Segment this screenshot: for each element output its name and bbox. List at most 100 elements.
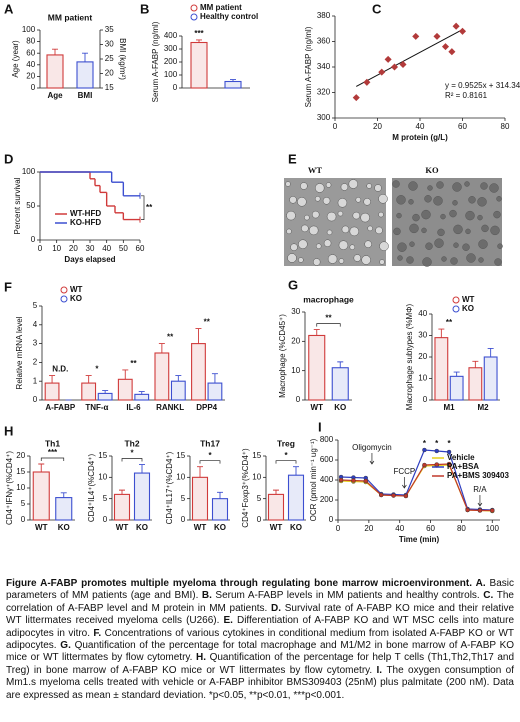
bar xyxy=(308,334,326,401)
cell xyxy=(337,198,348,208)
y-axis-label: Macrophage subtypes (%MΦ) xyxy=(405,303,414,410)
cell xyxy=(304,214,310,221)
x-tick-label: TNF-α xyxy=(85,403,108,412)
y-tick-label: 340 xyxy=(317,62,331,71)
error-bar xyxy=(122,369,129,380)
bar xyxy=(434,337,449,401)
ocr-point xyxy=(363,478,368,484)
image-label: WT xyxy=(308,165,323,175)
y-axis-label: CD4⁺Foxp3⁺(%CD4⁺) xyxy=(241,448,250,528)
y-tick-label: 0 xyxy=(31,83,36,92)
bar xyxy=(211,498,229,521)
image-label: KO xyxy=(425,165,439,175)
cell xyxy=(452,182,462,192)
legend-label: KO xyxy=(70,294,82,303)
y-tick-label: 600 xyxy=(320,455,334,464)
error-bar xyxy=(60,492,67,498)
cell xyxy=(468,196,476,204)
significance: ** xyxy=(167,333,174,342)
x-tick-label: 40 xyxy=(395,524,404,533)
ocr-point xyxy=(477,508,483,513)
y-tick-label: 100 xyxy=(164,70,178,79)
y-tick-label: 20 xyxy=(418,352,427,361)
cell xyxy=(408,199,414,205)
error-bar xyxy=(85,375,92,384)
point xyxy=(390,63,399,71)
chart-title: Th1 xyxy=(45,438,60,448)
chart-title: macrophage xyxy=(303,294,354,304)
significance: * xyxy=(284,451,288,460)
cell xyxy=(496,196,502,202)
bar xyxy=(76,61,94,89)
y-tick-label: 4 xyxy=(33,320,38,329)
caption-text: Serum A-FABP levels in MM patients and h… xyxy=(215,590,480,602)
y-tick-label: 5 xyxy=(257,494,262,503)
bar xyxy=(449,375,464,401)
injection-label: R/A xyxy=(473,485,487,494)
y-axis-label: CD4⁺IFNγ⁺(%CD4⁺) xyxy=(5,451,14,525)
cell xyxy=(378,194,388,204)
significance: * xyxy=(208,451,212,460)
cell xyxy=(392,180,400,188)
x-tick-label: WT xyxy=(270,523,283,532)
cell xyxy=(480,182,488,190)
error-bar xyxy=(158,343,165,353)
error-bar xyxy=(453,371,460,377)
significance: ** xyxy=(446,318,453,327)
legend-swatch xyxy=(190,4,198,12)
cell xyxy=(412,213,420,222)
caption-text: Concentrations of various cytokines in c… xyxy=(6,627,515,652)
cell xyxy=(393,227,401,236)
r-squared: R² = 0.8161 xyxy=(445,91,488,100)
cell xyxy=(312,258,321,266)
cell xyxy=(348,179,359,189)
cell xyxy=(379,259,385,265)
y-tick-label: 100 xyxy=(22,167,36,176)
bar xyxy=(44,382,60,401)
cell xyxy=(464,181,470,187)
caption-label: F. xyxy=(93,627,102,639)
cell xyxy=(298,239,308,249)
significance: * xyxy=(95,365,99,374)
y-axis-label: CD4⁺IL17⁺(%CD4⁺) xyxy=(165,451,174,524)
significance: ** xyxy=(146,203,153,212)
injection-arrow xyxy=(369,453,375,465)
cell xyxy=(396,212,402,219)
panel-letter: F xyxy=(4,279,12,294)
ocr-point xyxy=(446,461,452,467)
ocr-point xyxy=(434,462,439,467)
ocr-point xyxy=(434,448,439,454)
cell xyxy=(327,254,338,264)
caption-footer: *p<0.05, **p<0.01, ***p<0.001. xyxy=(208,689,345,701)
cell xyxy=(481,224,489,233)
x-tick-label: KO xyxy=(334,403,346,412)
cell xyxy=(449,209,457,218)
bar xyxy=(191,476,209,521)
cell xyxy=(408,181,418,191)
error-bar xyxy=(196,39,202,43)
x-tick-label: WT xyxy=(116,523,129,532)
caption-label: H. xyxy=(196,652,207,664)
bracket xyxy=(141,195,145,220)
ocr-point xyxy=(446,449,452,455)
legend-swatch xyxy=(452,296,460,304)
cell xyxy=(290,243,298,251)
cell xyxy=(453,242,459,248)
cell xyxy=(378,211,384,218)
cell xyxy=(465,210,475,221)
caption-text: Quantification of the percentage for hel… xyxy=(6,652,515,676)
x-tick-label: IL-6 xyxy=(126,403,141,412)
y-tick-label: 5 xyxy=(33,301,38,310)
cell xyxy=(441,256,447,262)
panel-letter: G xyxy=(288,277,298,292)
y-tick-label: 10 xyxy=(176,472,185,481)
legend-label: MM patient xyxy=(200,3,242,12)
bar xyxy=(287,474,305,521)
bar xyxy=(117,378,133,401)
cell xyxy=(409,241,415,247)
legend-label: WT xyxy=(462,295,475,304)
x-tick-label: 30 xyxy=(86,244,95,253)
y-tick-label: 20 xyxy=(291,336,300,345)
cell xyxy=(427,185,433,191)
